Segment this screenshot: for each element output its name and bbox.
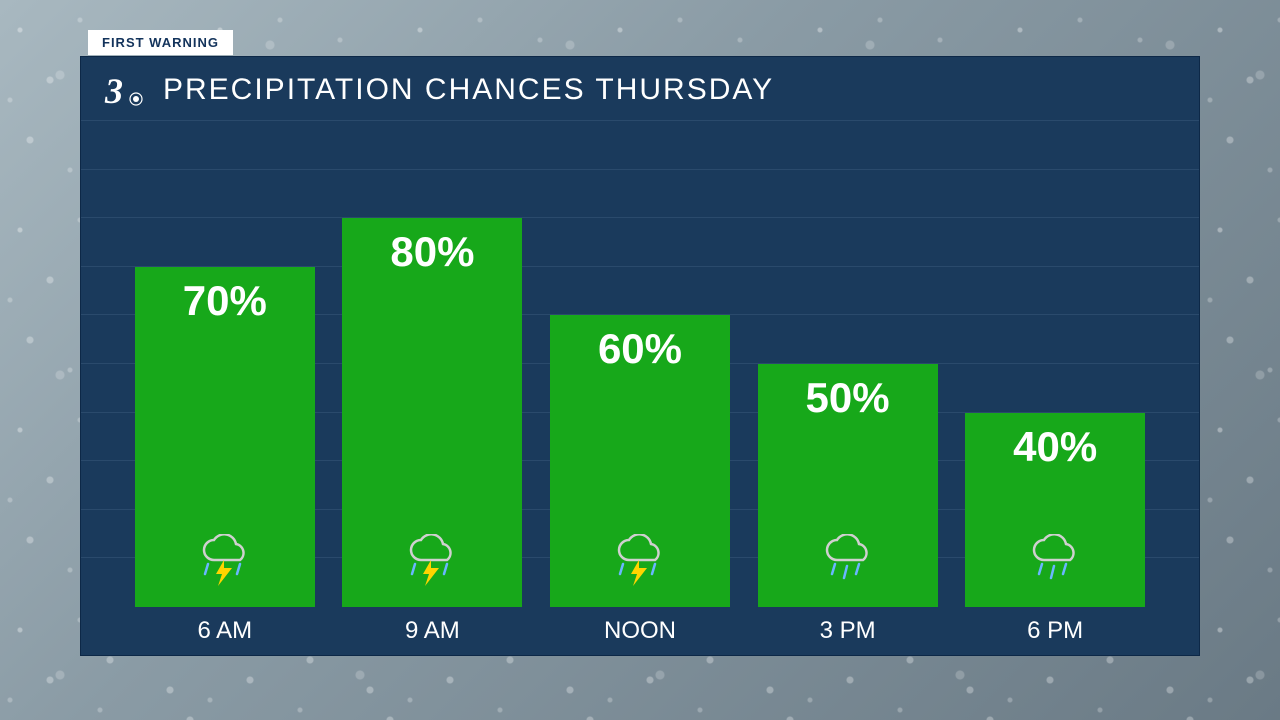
time-label: 6 PM [965,617,1145,645]
percent-label: 60% [598,325,682,373]
rain-icon [813,534,883,589]
time-label: 6 AM [135,617,315,645]
time-label: 9 AM [342,617,522,645]
thunderstorm-icon [190,534,260,589]
badge-text: FIRST WARNING [102,35,219,50]
thunderstorm-icon [605,534,675,589]
bar-container: 70% 80% 60% 50% 40% [121,123,1159,607]
bar-column: 60% [550,315,730,607]
precip-bar: 60% [550,315,730,607]
percent-label: 50% [806,374,890,422]
svg-text:3: 3 [104,71,123,111]
bar-column: 70% [135,267,315,607]
precip-bar: 70% [135,267,315,607]
channel-3-logo-icon: 3 [99,67,145,113]
precip-bar: 40% [965,413,1145,607]
bar-column: 40% [965,413,1145,607]
thunderstorm-icon [397,534,467,589]
precip-bar: 50% [758,364,938,607]
chart-grid-area: 70% 80% 60% 50% 40% [81,123,1199,607]
rain-icon [1020,534,1090,589]
time-axis: 6 AM 9 AM NOON 3 PM 6 PM [121,607,1159,655]
forecast-panel: 3 PRECIPITATION CHANCES THURSDAY 70% 80% 6… [80,56,1200,656]
panel-header: 3 PRECIPITATION CHANCES THURSDAY [81,57,1199,127]
percent-label: 80% [390,228,474,276]
time-label: NOON [550,617,730,645]
gridline [81,120,1199,121]
percent-label: 70% [183,277,267,325]
time-label: 3 PM [758,617,938,645]
percent-label: 40% [1013,423,1097,471]
bar-column: 80% [342,218,522,607]
panel-title: PRECIPITATION CHANCES THURSDAY [163,73,774,107]
first-warning-badge: FIRST WARNING [88,30,233,55]
bar-column: 50% [758,364,938,607]
precip-bar: 80% [342,218,522,607]
